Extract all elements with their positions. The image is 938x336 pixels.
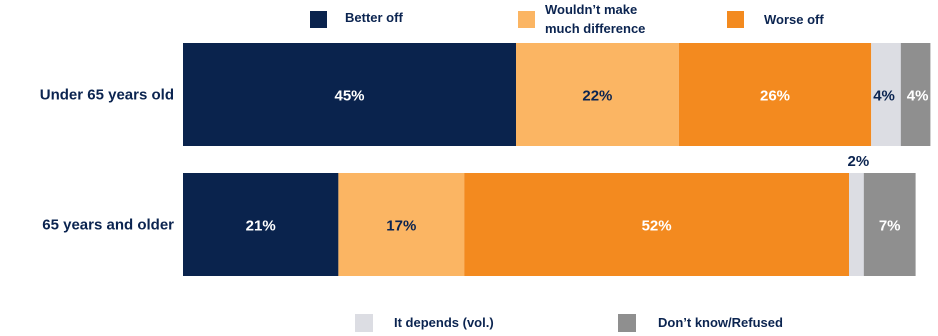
data-label-65-years-and-older-worse-off: 52% xyxy=(642,218,672,235)
legend-swatch-better-off xyxy=(310,11,327,28)
data-label-under-65-years-old-dont-know-refused: 4% xyxy=(907,88,929,105)
legend-label-it-depends-vol: It depends (vol.) xyxy=(394,315,494,330)
bars xyxy=(183,43,931,276)
bar-65-years-and-older-dont-know-refused xyxy=(863,173,916,276)
legend-swatch-wouldnt-make-much-difference xyxy=(518,11,535,28)
bar-under-65-years-old-it-depends-vol xyxy=(871,43,901,146)
legend-label-dont-know-refused: Don’t know/Refused xyxy=(658,315,783,330)
bar-under-65-years-old-wouldnt-make-much-difference xyxy=(516,43,679,146)
data-label-65-years-and-older-better-off: 21% xyxy=(246,218,276,235)
bar-under-65-years-old-dont-know-refused xyxy=(900,43,931,146)
data-label-under-65-years-old-it-depends-vol: 4% xyxy=(873,88,895,105)
bar-65-years-and-older-wouldnt-make-much-difference xyxy=(338,173,465,276)
category-label-under-65-years-old: Under 65 years old xyxy=(40,87,174,104)
legend-label-better-off: Better off xyxy=(345,10,403,25)
legend-label-worse-off: Worse off xyxy=(764,12,824,27)
data-labels: 45% 22% 26% 4% 4% 21% 17% 52% 2% 7% xyxy=(246,88,929,235)
bar-65-years-and-older-it-depends-vol xyxy=(849,173,864,276)
legend-label-wouldnt-make-much-difference: Wouldn’t make much difference xyxy=(545,2,645,36)
bar-65-years-and-older-worse-off xyxy=(464,173,849,276)
bar-under-65-years-old-better-off xyxy=(183,43,516,146)
legend-swatch-dont-know-refused xyxy=(618,314,636,332)
category-labels: Under 65 years old 65 years and older xyxy=(40,87,174,234)
legend-swatch-worse-off xyxy=(727,11,744,28)
legend: Better off Wouldn’t make much difference Wo… xyxy=(310,2,824,332)
data-label-under-65-years-old-worse-off: 26% xyxy=(760,88,790,105)
legend-swatch-it-depends-vol xyxy=(355,314,373,332)
data-label-under-65-years-old-wouldnt-make-much-difference: 22% xyxy=(582,88,612,105)
bar-65-years-and-older-better-off xyxy=(183,173,339,276)
bar-under-65-years-old-worse-off xyxy=(678,43,872,146)
category-label-65-years-and-older: 65 years and older xyxy=(42,217,174,234)
data-label-under-65-years-old-better-off: 45% xyxy=(334,88,364,105)
data-label-65-years-and-older-dont-know-refused: 7% xyxy=(879,218,901,235)
data-label-65-years-and-older-it-depends-vol: 2% xyxy=(848,153,870,170)
data-label-65-years-and-older-wouldnt-make-much-difference: 17% xyxy=(386,218,416,235)
